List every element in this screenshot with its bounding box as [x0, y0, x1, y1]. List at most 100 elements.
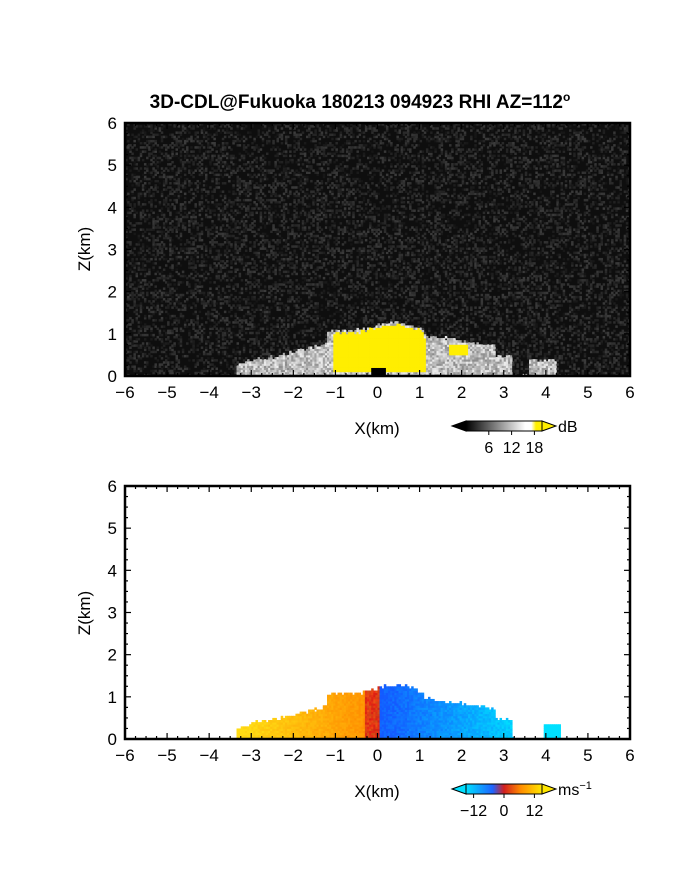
top-heatmap-cell — [371, 302, 374, 305]
top-heatmap-cell — [432, 367, 435, 371]
top-heatmap-cell — [127, 342, 130, 345]
top-heatmap-cell — [406, 344, 410, 347]
top-heatmap-cell — [541, 346, 545, 349]
top-heatmap-cell — [276, 367, 280, 371]
top-heatmap-cell — [150, 350, 153, 354]
top-heatmap-cell — [366, 344, 370, 347]
top-heatmap-cell — [396, 350, 399, 354]
top-heatmap-cell — [385, 338, 389, 341]
top-heatmap-cell — [383, 371, 387, 375]
top-heatmap-cell — [415, 371, 418, 375]
top-heatmap-cell — [337, 304, 341, 307]
top-heatmap-cell — [484, 314, 488, 318]
top-heatmap-cell — [217, 340, 221, 343]
top-heatmap-cell — [194, 348, 197, 352]
top-heatmap-cell — [139, 333, 143, 337]
top-heatmap-cell — [377, 333, 381, 337]
top-heatmap-cell — [459, 295, 463, 299]
top-heatmap-cell — [625, 367, 629, 371]
top-heatmap-cell — [421, 369, 425, 373]
top-heatmap-cell — [522, 342, 526, 345]
top-heatmap-cell — [440, 331, 444, 335]
top-heatmap-cell — [287, 359, 290, 362]
top-heatmap-cell — [499, 361, 503, 364]
top-heatmap-cell — [331, 363, 334, 366]
top-heatmap-cell — [453, 363, 456, 366]
top-heatmap-cell — [505, 316, 509, 320]
top-heatmap-cell — [562, 300, 566, 303]
top-heatmap-cell — [312, 291, 315, 295]
top-heatmap-cell — [377, 361, 381, 364]
top-heatmap-cell — [335, 300, 338, 303]
top-heatmap-cell — [619, 346, 622, 349]
top-heatmap-cell — [575, 331, 578, 335]
top-heatmap-cell — [503, 304, 507, 307]
top-heatmap-cell — [341, 352, 345, 356]
top-heatmap-cell — [310, 348, 313, 352]
top-heatmap-cell — [255, 350, 258, 354]
top-heatmap-cell — [253, 367, 256, 371]
top-heatmap-cell — [356, 357, 359, 360]
top-heatmap-cell — [278, 357, 282, 360]
top-heatmap-cell — [356, 367, 359, 371]
top-heatmap-cell — [585, 316, 589, 320]
top-heatmap-cell — [617, 342, 620, 345]
top-heatmap-cell — [364, 297, 368, 301]
top-heatmap-cell — [600, 331, 604, 335]
top-heatmap-cell — [419, 344, 423, 347]
top-heatmap-cell — [381, 363, 385, 366]
top-heatmap-cell — [341, 340, 345, 343]
top-heatmap-cell — [463, 354, 467, 358]
top-heatmap-cell — [356, 346, 359, 349]
top-heatmap-cell — [449, 352, 452, 356]
top-heatmap-cell — [139, 306, 143, 309]
top-heatmap-cell — [568, 319, 572, 322]
top-heatmap-cell — [459, 369, 463, 373]
top-heatmap-cell — [425, 342, 429, 345]
top-heatmap-cell — [476, 352, 479, 356]
top-heatmap-cell — [200, 338, 204, 341]
top-heatmap-cell — [440, 359, 444, 362]
top-heatmap-cell — [181, 316, 185, 320]
top-heatmap-cell — [409, 335, 412, 339]
top-heatmap-cell — [316, 363, 319, 366]
top-heatmap-cell — [314, 314, 317, 318]
top-heatmap-cell — [449, 350, 452, 354]
top-heatmap-cell — [181, 348, 185, 352]
top-heatmap-cell — [322, 371, 326, 375]
top-heatmap-cell — [476, 297, 479, 301]
top-heatmap-cell — [354, 302, 357, 305]
top-heatmap-cell — [337, 365, 341, 368]
top-heatmap-cell — [547, 300, 551, 303]
top-heatmap-cell — [169, 314, 172, 318]
top-heatmap-cell — [339, 361, 343, 364]
top-heatmap-cell — [190, 348, 193, 352]
top-heatmap-cell — [156, 327, 160, 331]
top-heatmap-cell — [179, 329, 183, 333]
top-heatmap-cell — [577, 308, 580, 312]
top-heatmap-cell — [379, 365, 383, 368]
top-heatmap-cell — [543, 316, 547, 320]
top-heatmap-cell — [341, 338, 345, 341]
top-heatmap-cell — [455, 321, 458, 324]
top-heatmap-cell — [143, 333, 147, 337]
top-heatmap-cell — [446, 352, 450, 356]
top-heatmap-cell — [470, 352, 473, 356]
top-heatmap-cell — [287, 369, 290, 373]
top-heatmap-cell — [606, 344, 610, 347]
top-heatmap-cell — [247, 369, 250, 373]
top-heatmap-cell — [404, 348, 408, 352]
top-heatmap-cell — [318, 365, 322, 368]
top-heatmap-cell — [436, 350, 439, 354]
top-heatmap-cell — [440, 312, 444, 316]
top-heatmap-cell — [270, 359, 273, 362]
top-heatmap-cell — [297, 367, 301, 371]
top-heatmap-cell — [188, 329, 191, 333]
top-heatmap-cell — [392, 363, 395, 366]
top-heatmap-cell — [261, 357, 265, 360]
top-heatmap-cell — [371, 325, 374, 328]
top-heatmap-cell — [324, 340, 328, 343]
top-heatmap-cell — [339, 357, 343, 360]
top-heatmap-cell — [486, 350, 490, 354]
top-heatmap-cell — [577, 329, 580, 333]
